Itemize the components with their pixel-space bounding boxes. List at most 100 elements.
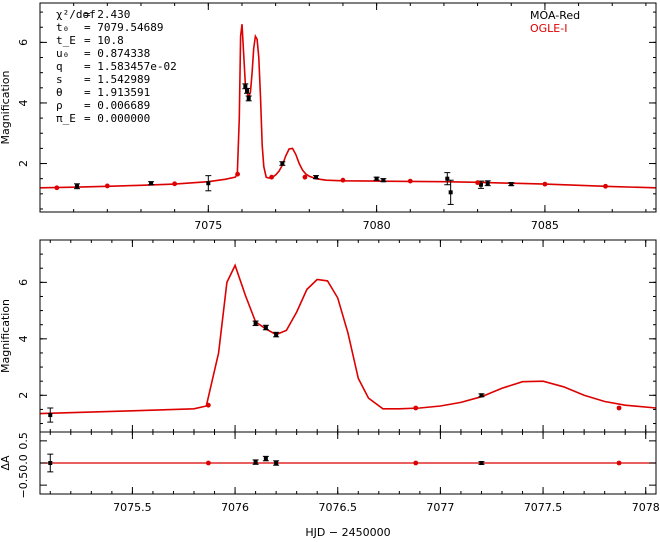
- moa-red-point: [263, 325, 268, 330]
- moa-red-point: [274, 461, 279, 465]
- moa-red-point: [253, 460, 258, 465]
- moa-red-point: [245, 88, 250, 93]
- x-tick-label: 7078: [632, 501, 660, 514]
- x-tick-label: 7077: [426, 501, 454, 514]
- moa-red-point: [243, 84, 248, 89]
- moa-red-point: [246, 96, 251, 101]
- y-tick-label: 2: [17, 392, 30, 399]
- y-tick-label: 4: [17, 99, 30, 106]
- moa-red-point: [149, 181, 154, 186]
- ogle-i-point: [205, 460, 211, 466]
- moa-red-point: [479, 393, 484, 398]
- ogle-i-point: [340, 177, 346, 183]
- model-curve-layer: [39, 24, 657, 189]
- param-symbol: χ²/dof: [56, 8, 96, 21]
- ogle-i-point: [407, 178, 413, 184]
- y-axis-label: Magnification: [0, 299, 12, 373]
- ogle-i-point: [413, 460, 419, 466]
- y-tick-label: 6: [17, 39, 30, 46]
- y-tick-label: −0.5: [17, 472, 30, 499]
- data-points-layer: [47, 453, 622, 473]
- param-value: = 0.006689: [84, 99, 150, 112]
- zoom-panel: 2 4 6 Magnification: [0, 239, 657, 433]
- model-curve: [39, 263, 657, 415]
- x-tick-label: 7075.5: [113, 501, 152, 514]
- moa-red-point: [48, 461, 53, 465]
- param-value: = 0.000000: [84, 112, 150, 125]
- param-symbol: s: [56, 73, 63, 86]
- y-tick-label: 2: [17, 160, 30, 167]
- param-symbol: ρ: [56, 99, 63, 112]
- ogle-i-point: [104, 183, 110, 189]
- y-axis-label: Magnification: [0, 70, 12, 144]
- plot-frame: [39, 2, 657, 213]
- model-curve-layer: [39, 263, 657, 415]
- data-points-layer: [54, 83, 608, 205]
- moa-red-point: [75, 184, 80, 189]
- ogle-i-point: [413, 405, 419, 411]
- moa-red-point: [314, 175, 319, 180]
- moa-red-point: [485, 181, 490, 186]
- ogle-i-point: [475, 180, 480, 186]
- data-points-layer: [47, 320, 622, 423]
- tick-labels-layer: 2 4 6: [17, 279, 30, 399]
- param-value: = 7079.54689: [84, 21, 163, 34]
- param-value: = 0.874338: [84, 47, 150, 60]
- y-tick-label: 0.0: [17, 454, 30, 472]
- moa-red-point: [206, 181, 211, 186]
- y-tick-label: 4: [17, 335, 30, 342]
- legend-moa-red: MOA-Red: [530, 9, 580, 22]
- moa-red-point: [445, 176, 450, 181]
- moa-red-point: [263, 456, 268, 461]
- moa-red-point: [479, 461, 484, 465]
- ogle-i-point: [235, 171, 240, 177]
- moa-red-point: [478, 182, 483, 187]
- ogle-i-point: [54, 185, 60, 191]
- moa-red-point: [374, 176, 379, 181]
- moa-red-point: [381, 178, 386, 183]
- tick-labels-layer: 7075.5 7076 7076.5 7077 7077.5 7078 −0.50.0 0.5: [17, 432, 660, 514]
- ogle-i-point: [302, 174, 308, 180]
- x-tick-label: 7076.5: [318, 501, 357, 514]
- residuals-panel: 7075.5 7076 7076.5 7077 7077.5 7078 −0.50.0 0.5…: [0, 431, 660, 539]
- param-value: = 1.913591: [84, 86, 150, 99]
- param-symbol: θ: [56, 86, 63, 99]
- param-symbol: u₀: [56, 47, 69, 60]
- x-tick-label: 7075: [194, 219, 222, 232]
- x-tick-label: 7085: [531, 219, 559, 232]
- param-symbol: t₀: [56, 21, 69, 34]
- x-axis-label: HJD − 2450000: [305, 526, 390, 539]
- ogle-i-point: [616, 460, 622, 466]
- moa-red-point: [253, 321, 258, 326]
- moa-red-point: [509, 182, 514, 187]
- ogle-i-point: [269, 174, 274, 180]
- param-symbol: π_E: [56, 112, 76, 125]
- param-value: = 10.8: [84, 34, 124, 47]
- y-axis-label: ΔA: [0, 455, 12, 471]
- x-tick-label: 7076: [221, 501, 249, 514]
- param-value: = 1.542989: [84, 73, 150, 86]
- ogle-i-point: [616, 405, 622, 411]
- ogle-i-point: [172, 181, 178, 187]
- ogle-i-point: [205, 402, 211, 408]
- moa-red-point: [274, 332, 279, 337]
- lightcurve-panel: 7075 7080 7085 2 4 6 Magnification χ²/dof= 2.…: [0, 2, 657, 232]
- tick-labels-layer: 7075 7080 7085 2 4 6: [17, 39, 559, 232]
- model-parameters: χ²/dof= 2.430 t₀ = 7079.54689 t_E = 10.8 u₀ = …: [56, 8, 177, 125]
- y-tick-label: 0.5: [17, 432, 30, 450]
- ogle-i-point: [603, 183, 608, 189]
- x-tick-label: 7080: [363, 219, 391, 232]
- param-symbol: t_E: [56, 34, 76, 47]
- param-value: = 2.430: [84, 8, 130, 21]
- ogle-i-point: [542, 181, 548, 187]
- moa-red-point: [448, 190, 453, 195]
- param-symbol: q: [56, 60, 63, 73]
- legend-ogle-i: OGLE-I: [530, 22, 567, 35]
- x-tick-label: 7077.5: [524, 501, 563, 514]
- y-tick-label: 6: [17, 279, 30, 286]
- plot-frame: [39, 431, 657, 495]
- moa-red-point: [48, 413, 53, 418]
- model-curve: [39, 24, 657, 189]
- moa-red-point: [280, 161, 285, 166]
